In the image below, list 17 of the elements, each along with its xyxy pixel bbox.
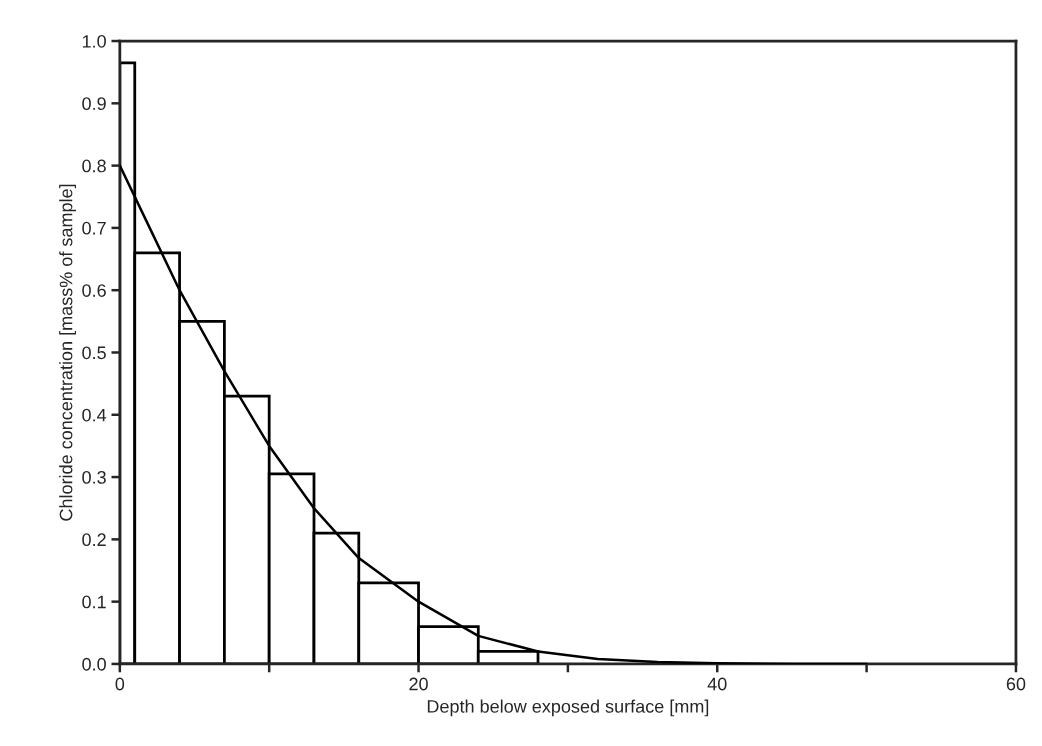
y-tick-label: 0.3 [82, 471, 106, 484]
x-tick-label: 60 [1006, 677, 1026, 691]
y-tick-label: 0.1 [82, 595, 106, 609]
y-tick-label: 0.0 [82, 657, 106, 671]
y-tick-label: 0.2 [82, 533, 106, 547]
x-tick-label: 20 [409, 677, 428, 691]
y-axis-title: Chloride concentration [mass% of sample] [59, 184, 76, 521]
x-tick-label: 40 [707, 677, 727, 691]
x-tick-label: 0 [115, 677, 125, 691]
y-tick-label: 0.7 [82, 221, 106, 235]
y-tick-label: 0.5 [82, 346, 106, 360]
y-tick-label: 0.8 [82, 159, 106, 173]
y-tick-label: 1.0 [82, 34, 106, 48]
y-tick-label: 0.4 [82, 408, 107, 422]
y-tick-label: 0.6 [82, 284, 106, 297]
x-axis-title: Depth below exposed surface [mm] [427, 699, 709, 717]
y-tick-label: 0.9 [82, 97, 106, 111]
